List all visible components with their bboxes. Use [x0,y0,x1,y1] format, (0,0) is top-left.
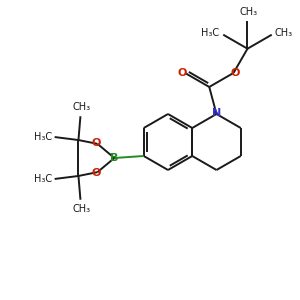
Text: CH₃: CH₃ [275,28,293,38]
Text: O: O [231,68,240,78]
Text: H₃C: H₃C [201,28,219,38]
Text: N: N [212,108,221,118]
Text: H₃C: H₃C [34,174,52,184]
Text: CH₃: CH₃ [72,204,91,214]
Text: CH₃: CH₃ [72,102,91,112]
Text: CH₃: CH₃ [239,7,258,17]
Text: H₃C: H₃C [34,132,52,142]
Text: O: O [92,138,101,148]
Text: O: O [92,168,101,178]
Text: B: B [110,153,118,163]
Text: O: O [177,68,187,78]
